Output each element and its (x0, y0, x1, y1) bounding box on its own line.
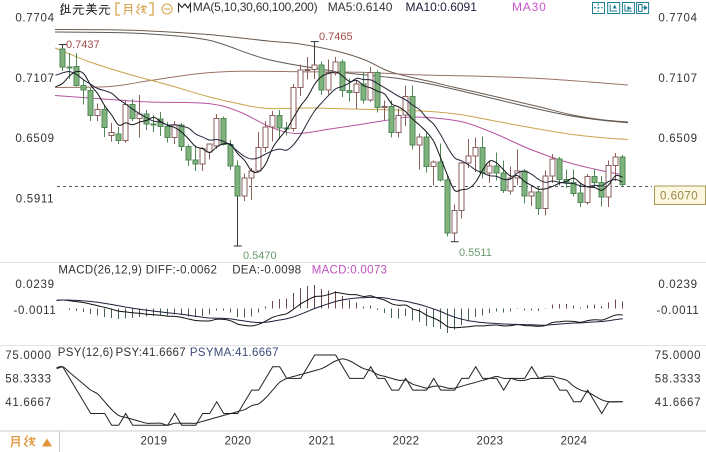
svg-text:41.6667: 41.6667 (5, 397, 51, 409)
svg-text:58.3333: 58.3333 (5, 373, 51, 385)
svg-text:MACD(26,12,9): MACD(26,12,9) (58, 265, 142, 277)
svg-text:2023: 2023 (477, 436, 504, 448)
svg-text:MA10:0.6091: MA10:0.6091 (406, 0, 478, 14)
svg-text:-0.0011: -0.0011 (656, 305, 699, 317)
svg-text:PSY(12,6): PSY(12,6) (58, 347, 114, 359)
svg-text:0.7704: 0.7704 (658, 13, 697, 25)
svg-text:PSYMA:41.6667: PSYMA:41.6667 (190, 347, 279, 359)
svg-text:MA(5,10,30,60,100,200): MA(5,10,30,60,100,200) (193, 0, 318, 14)
svg-text:0.5470: 0.5470 (243, 250, 277, 262)
svg-text:75.0000: 75.0000 (5, 350, 51, 362)
svg-text:58.3333: 58.3333 (655, 373, 701, 385)
svg-text:0.0239: 0.0239 (15, 279, 54, 291)
svg-text:-0.0011: -0.0011 (13, 305, 56, 317)
svg-text:MACD:0.0073: MACD:0.0073 (312, 265, 388, 277)
svg-text:0.7107: 0.7107 (658, 73, 697, 85)
svg-text:0.5511: 0.5511 (459, 247, 492, 259)
svg-text:PSY:41.6667: PSY:41.6667 (116, 347, 186, 359)
svg-text:0.7437: 0.7437 (66, 39, 100, 51)
svg-text:2022: 2022 (393, 436, 420, 448)
svg-text:0.7465: 0.7465 (319, 31, 353, 43)
svg-text:2021: 2021 (309, 436, 336, 448)
svg-text:MA5:0.6140: MA5:0.6140 (328, 0, 393, 14)
svg-text:2024: 2024 (561, 436, 588, 448)
svg-text:41.6667: 41.6667 (655, 397, 701, 409)
svg-text:0.6509: 0.6509 (15, 133, 54, 145)
svg-text:2020: 2020 (225, 436, 252, 448)
svg-text:0.6070: 0.6070 (660, 191, 698, 203)
svg-text:MA30: MA30 (512, 0, 547, 14)
svg-text:0.5911: 0.5911 (16, 194, 55, 206)
svg-text:2019: 2019 (141, 436, 168, 448)
svg-text:0.7704: 0.7704 (15, 13, 54, 25)
svg-text:DEA:-0.0098: DEA:-0.0098 (232, 265, 301, 277)
svg-text:0.0239: 0.0239 (658, 279, 697, 291)
svg-text:DIFF:-0.0062: DIFF:-0.0062 (146, 265, 217, 277)
svg-text:75.0000: 75.0000 (655, 350, 701, 362)
svg-text:0.6509: 0.6509 (658, 133, 697, 145)
svg-text:0.7107: 0.7107 (15, 73, 54, 85)
